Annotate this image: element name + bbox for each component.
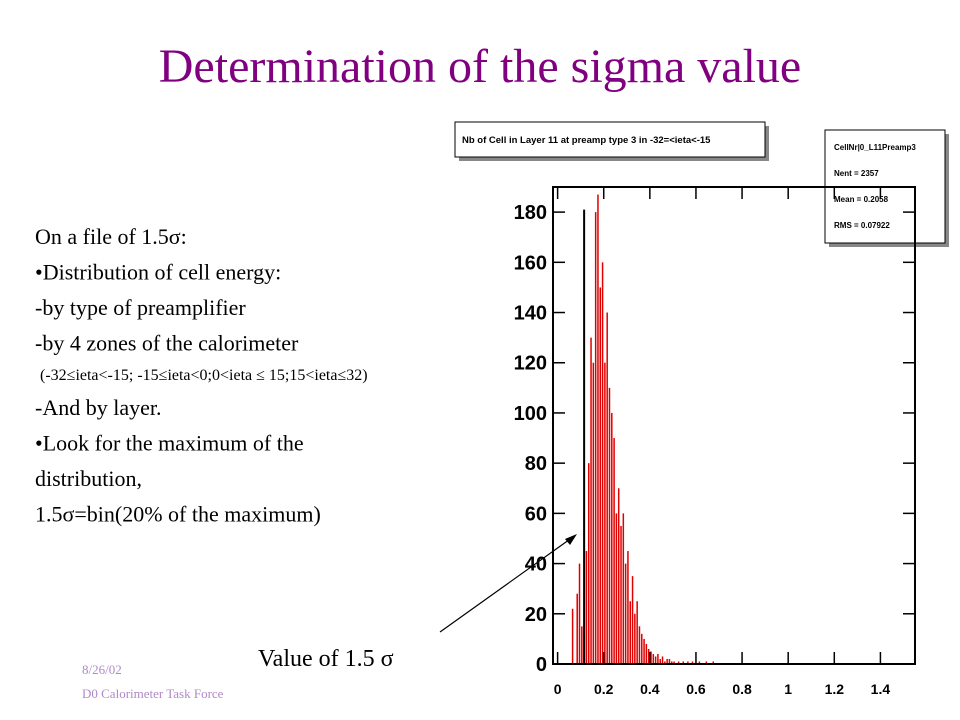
- plot-frame: [552, 186, 916, 665]
- bar: [673, 661, 675, 664]
- x-tick-label: 0.6: [686, 681, 706, 697]
- y-tick-label: 100: [514, 403, 547, 425]
- bar: [682, 661, 685, 664]
- x-tick-label: 1.2: [825, 681, 845, 697]
- bar: [698, 661, 701, 664]
- y-tick-label: 0: [536, 654, 547, 676]
- bar: [604, 362, 606, 664]
- bar: [617, 488, 620, 664]
- chart-title-box: [454, 121, 766, 158]
- bar: [661, 656, 664, 664]
- footer-org: D0 Calorimeter Task Force: [82, 686, 224, 701]
- y-tick-label: 140: [514, 303, 547, 325]
- stats-line: CellNr|0_L11Preamp3: [834, 143, 916, 152]
- bar: [606, 312, 608, 664]
- bar: [670, 661, 673, 664]
- x-tick-label: 1.4: [871, 681, 891, 697]
- bar: [615, 513, 618, 664]
- bar: [578, 563, 581, 664]
- bar: [622, 513, 625, 664]
- body-line: •Look for the maximum of the: [35, 431, 304, 456]
- bar: [608, 387, 611, 664]
- bar: [641, 633, 643, 664]
- bar: [666, 658, 668, 664]
- chart-title: Nb of Cell in Layer 11 at preamp type 3 …: [462, 135, 711, 146]
- bar: [677, 661, 680, 664]
- slide-title: Determination of the sigma value: [159, 40, 801, 93]
- body-line: distribution,: [35, 466, 142, 491]
- bar: [611, 412, 613, 664]
- bar: [712, 661, 715, 664]
- bar: [654, 656, 657, 664]
- body-line: -And by layer.: [35, 395, 161, 420]
- bar: [636, 601, 638, 664]
- stats-line: Nent = 2357: [834, 169, 879, 178]
- x-tick-label: 1: [784, 681, 792, 697]
- bar: [643, 638, 645, 664]
- body-line: •Distribution of cell energy:: [35, 260, 281, 285]
- y-tick-label: 40: [525, 554, 547, 576]
- bar: [638, 626, 641, 664]
- body-line: On a file of 1.5σ:: [35, 224, 187, 249]
- bar: [594, 212, 597, 664]
- bar: [601, 262, 604, 664]
- bar: [645, 643, 648, 664]
- x-tick-label: 0.4: [640, 681, 660, 697]
- y-tick-label: 20: [525, 604, 547, 626]
- bar: [664, 661, 666, 664]
- y-tick-label: 80: [525, 453, 547, 475]
- bar: [620, 525, 622, 664]
- bar: [652, 653, 655, 664]
- bar: [590, 337, 592, 664]
- stats-line: RMS = 0.07922: [834, 221, 890, 230]
- bar: [571, 608, 574, 664]
- stats-line: Mean = 0.2058: [834, 195, 889, 204]
- footer-date: 8/26/02: [82, 662, 122, 677]
- bar: [647, 648, 650, 664]
- bar: [631, 576, 634, 664]
- x-tick-label: 0: [554, 681, 562, 697]
- bar: [576, 593, 578, 664]
- arrow: [439, 536, 574, 633]
- x-tick-label: 0.2: [594, 681, 614, 697]
- arrow-head: [565, 534, 577, 545]
- x-tick-label: 0.8: [732, 681, 752, 697]
- bar: [650, 651, 652, 664]
- body-line: 1.5σ=bin(20% of the maximum): [35, 502, 321, 527]
- bar: [634, 613, 636, 664]
- y-tick-label: 120: [514, 353, 547, 375]
- bar: [657, 653, 659, 664]
- y-tick-label: 180: [514, 202, 547, 224]
- body-line: -by 4 zones of the calorimeter: [35, 331, 299, 356]
- bar: [668, 658, 671, 664]
- bar: [587, 463, 590, 664]
- bar: [581, 626, 583, 664]
- bar: [613, 438, 615, 664]
- zones-line: (-32≤ieta<-15; -15≤ieta<0;0<ieta ≤ 15;15…: [40, 367, 368, 384]
- bar: [705, 661, 708, 664]
- bar: [659, 658, 661, 664]
- bar: [624, 563, 627, 664]
- bar: [592, 362, 595, 664]
- bar: [597, 194, 599, 664]
- body-line: -by type of preamplifier: [35, 295, 246, 320]
- bar: [599, 287, 602, 664]
- bar: [627, 551, 629, 664]
- bar: [691, 661, 694, 664]
- y-tick-label: 160: [514, 252, 547, 274]
- annotation: Value of 1.5 σ: [258, 646, 394, 672]
- bar: [585, 551, 588, 664]
- bar: [629, 601, 631, 664]
- bar: [687, 661, 689, 664]
- y-tick-label: 60: [525, 503, 547, 525]
